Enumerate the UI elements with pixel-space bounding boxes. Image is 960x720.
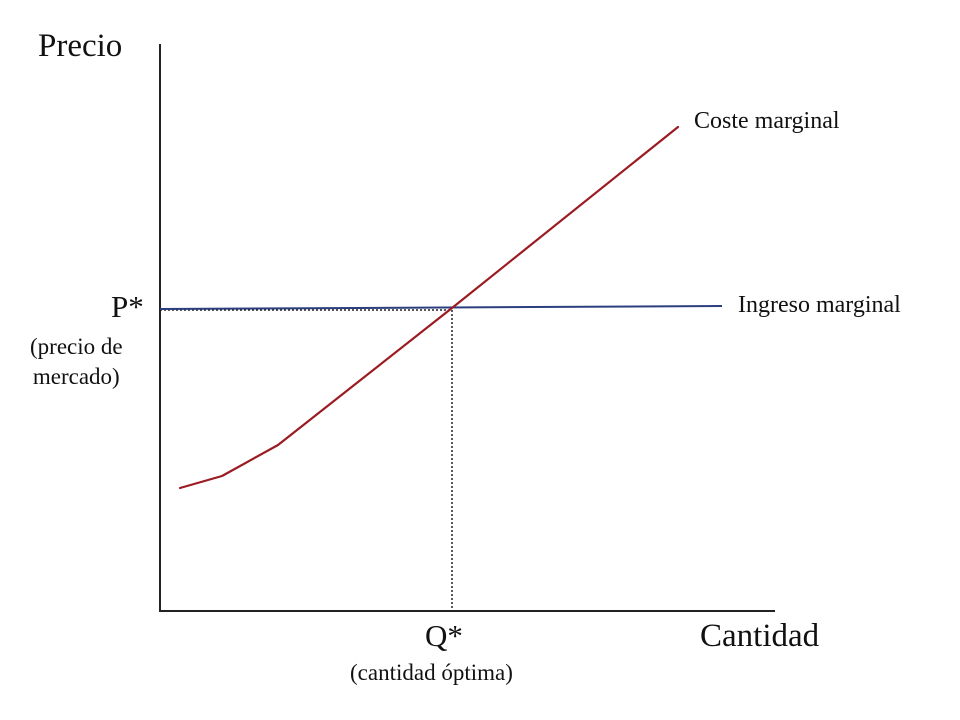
equilibrium-price-note: (precio de mercado) [30,332,123,392]
x-axis-title: Cantidad [700,618,820,654]
marginal-cost-label: Coste marginal [694,108,840,134]
marginal-cost-curve [178,125,680,490]
y-axis-title: Precio [38,28,123,64]
equilibrium-price-label: P* [111,289,144,324]
equilibrium-quantity-note: (cantidad óptima) [350,660,513,685]
marginal-revenue-label: Ingreso marginal [738,292,901,318]
equilibrium-quantity-label: Q* [425,618,463,653]
price-note-line-1: (precio de [30,334,123,359]
price-note-line-2: mercado) [32,363,120,389]
marginal-revenue-curve [159,305,723,310]
